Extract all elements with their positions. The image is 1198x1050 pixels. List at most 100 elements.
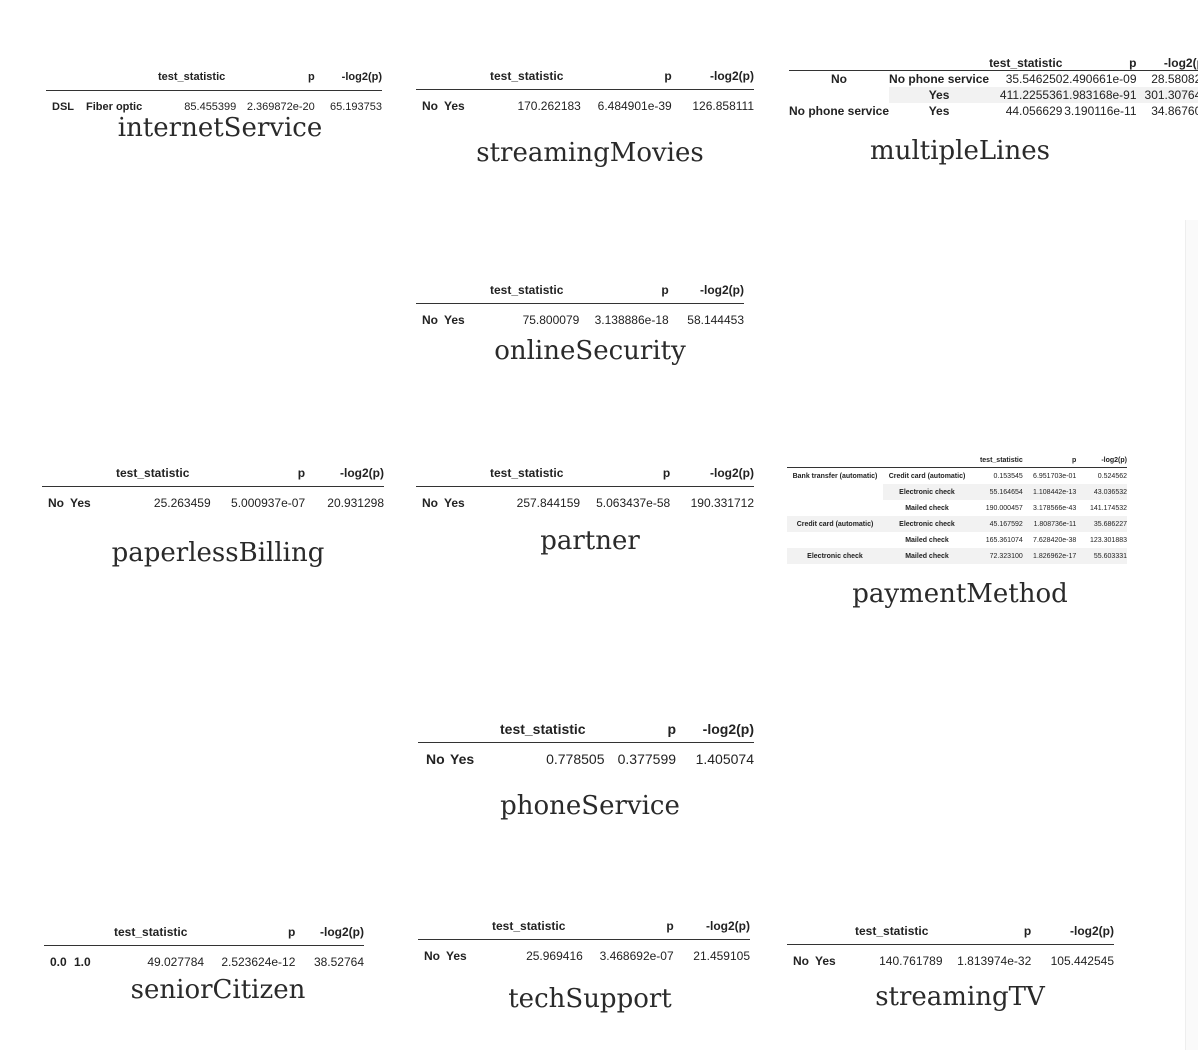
table-row: No Yes 257.844159 5.063437e-58 190.33171…	[416, 487, 754, 520]
cell-neglog2p: 35.686227	[1082, 516, 1127, 532]
table-row: No Yes 25.263459 5.000937e-07 20.931298	[42, 487, 384, 520]
onlineSecurity-block: test_statistic p -log2(p) No Yes 75.8000…	[416, 277, 746, 336]
index-level-0	[787, 532, 883, 548]
col-header-neglog2p: -log2(p)	[710, 466, 754, 480]
cell-test-statistic: 0.153545	[993, 472, 1023, 480]
cell-p: 1.813974e-32	[957, 954, 1032, 968]
table-header-row: test_statistic p -log2(p)	[42, 460, 384, 487]
col-header-test-statistic: test_statistic	[490, 466, 564, 480]
cell-test-statistic: 190.000457	[985, 504, 1023, 512]
scrollbar[interactable]	[1185, 220, 1198, 1050]
caption-paperlessBilling: paperlessBilling	[111, 538, 325, 568]
table-row: No Yes 170.262183 6.484901e-39 126.85811…	[416, 90, 754, 123]
cell-p: 3.190116e-11	[1064, 104, 1137, 118]
cell-p: 5.000937e-07	[231, 496, 306, 510]
table-header-row: test_statistic p -log2(p)	[416, 277, 744, 304]
seniorCitizen-table: test_statistic p -log2(p) 0.0 1.0 49.027…	[44, 919, 364, 978]
streamingMovies-table: test_statistic p -log2(p) No Yes 170.262…	[416, 63, 754, 122]
col-header-neglog2p: -log2(p)	[1070, 924, 1114, 938]
col-header-neglog2p: -log2(p)	[1101, 456, 1127, 464]
cell-test-statistic: 0.778505	[546, 751, 605, 767]
cell-neglog2p: 34.867600	[1151, 104, 1198, 118]
cell-p: 6.484901e-39	[597, 99, 672, 113]
col-header-neglog2p: -log2(p)	[341, 71, 382, 83]
index-level-0: No phone service	[789, 104, 890, 118]
caption-internetService: internetService	[117, 113, 323, 143]
phoneService-block: test_statistic p -log2(p) No Yes 0.77850…	[418, 716, 758, 775]
cell-p: 5.063437e-58	[596, 496, 671, 510]
cell-p: 3.178566e-43	[1033, 504, 1077, 512]
col-header-p: p	[288, 925, 296, 939]
col-header-test-statistic: test_statistic	[114, 925, 188, 939]
cell-neglog2p: 301.307649	[1144, 87, 1198, 103]
cell-p: 1.808736e-11	[1022, 516, 1083, 532]
streamingMovies-block: test_statistic p -log2(p) No Yes 170.262…	[416, 63, 756, 122]
index-level-1: 1.0	[74, 955, 91, 969]
multipleLines-block: test_statistic p -log2(p) No No phone se…	[789, 56, 1198, 119]
index-level-0: Bank transfer (automatic)	[792, 472, 878, 480]
col-header-neglog2p: -log2(p)	[702, 721, 754, 737]
index-level-1: Electronic check	[883, 484, 971, 500]
cell-test-statistic: 49.027784	[147, 955, 205, 969]
cell-neglog2p: 126.858111	[692, 99, 754, 113]
cell-p: 3.138886e-18	[594, 313, 669, 327]
col-header-neglog2p: -log2(p)	[710, 69, 754, 83]
col-header-p: p	[666, 919, 674, 933]
index-level-0: No	[831, 72, 848, 86]
col-header-neglog2p: -log2(p)	[320, 925, 364, 939]
cell-test-statistic: 45.167592	[971, 516, 1023, 532]
col-header-test-statistic: test_statistic	[158, 71, 226, 83]
table-header-row: test_statistic p -log2(p)	[416, 63, 754, 90]
internetService-block: test_statistic p -log2(p) DSL Fiber opti…	[46, 64, 386, 123]
streamingTV-table: test_statistic p -log2(p) No Yes 140.761…	[787, 918, 1114, 977]
index-level-1: Yes	[815, 954, 836, 968]
cell-neglog2p: 58.144453	[687, 313, 744, 327]
cell-neglog2p: 1.405074	[695, 751, 754, 767]
cell-test-statistic: 170.262183	[517, 99, 581, 113]
onlineSecurity-table: test_statistic p -log2(p) No Yes 75.8000…	[416, 277, 744, 336]
cell-p: 7.628420e-38	[1033, 536, 1077, 544]
cell-p: 1.108442e-13	[1022, 484, 1083, 500]
internetService-table: test_statistic p -log2(p) DSL Fiber opti…	[46, 64, 382, 123]
techSupport-table: test_statistic p -log2(p) No Yes 25.9694…	[418, 913, 750, 972]
table-row: No Yes 25.969416 3.468692e-07 21.459105	[418, 940, 750, 973]
cell-test-statistic: 25.263459	[153, 496, 211, 510]
cell-neglog2p: 123.301883	[1090, 536, 1127, 544]
cell-p: 2.523624e-12	[221, 955, 296, 969]
col-header-test-statistic: test_statistic	[979, 456, 1023, 464]
table-row: Credit card (automatic) Electronic check…	[787, 516, 1127, 532]
cell-test-statistic: 75.800079	[522, 313, 580, 327]
table-row: Yes 411.225536 1.983168e-91 301.307649	[789, 87, 1198, 103]
cell-p: 3.468692e-07	[599, 949, 674, 963]
cell-neglog2p: 141.174532	[1090, 504, 1127, 512]
partner-table: test_statistic p -log2(p) No Yes 257.844…	[416, 460, 754, 519]
table-row: No phone service Yes 44.056629 3.190116e…	[789, 103, 1198, 119]
cell-test-statistic: 257.844159	[516, 496, 581, 510]
index-level-1: Yes	[446, 949, 467, 963]
caption-paymentMethod: paymentMethod	[852, 579, 1068, 609]
index-level-0: No	[48, 496, 64, 510]
table-row: No Yes 75.800079 3.138886e-18 58.144453	[416, 304, 744, 337]
paperlessBilling-block: test_statistic p -log2(p) No Yes 25.2634…	[42, 460, 387, 519]
index-level-1: Fiber optic	[86, 101, 143, 113]
table-row: 0.0 1.0 49.027784 2.523624e-12 38.52764	[44, 946, 364, 979]
index-level-1: Credit card (automatic)	[888, 472, 966, 480]
col-header-p: p	[308, 71, 315, 83]
col-header-neglog2p: -log2(p)	[340, 466, 384, 480]
cell-p: 0.377599	[617, 751, 677, 767]
table-header-row: test_statistic p -log2(p)	[44, 919, 364, 946]
col-header-p: p	[297, 466, 306, 480]
index-level-0: Credit card (automatic)	[787, 516, 883, 532]
table-row: Mailed check 190.000457 3.178566e-43 141…	[787, 500, 1127, 516]
caption-seniorCitizen: seniorCitizen	[130, 975, 306, 1005]
index-level-1: Electronic check	[883, 516, 971, 532]
paymentMethod-block: test_statistic p -log2(p) Bank transfer …	[787, 453, 1129, 564]
cell-p: 1.826962e-17	[1022, 548, 1083, 564]
index-level-1: Yes	[450, 751, 475, 767]
index-level-1: Mailed check	[905, 536, 949, 544]
table-header-row: test_statistic p -log2(p)	[787, 918, 1114, 945]
index-level-0: No	[424, 949, 440, 963]
col-header-neglog2p: -log2(p)	[700, 283, 744, 297]
index-level-0: No	[422, 313, 438, 327]
cell-neglog2p: 190.331712	[690, 496, 754, 510]
